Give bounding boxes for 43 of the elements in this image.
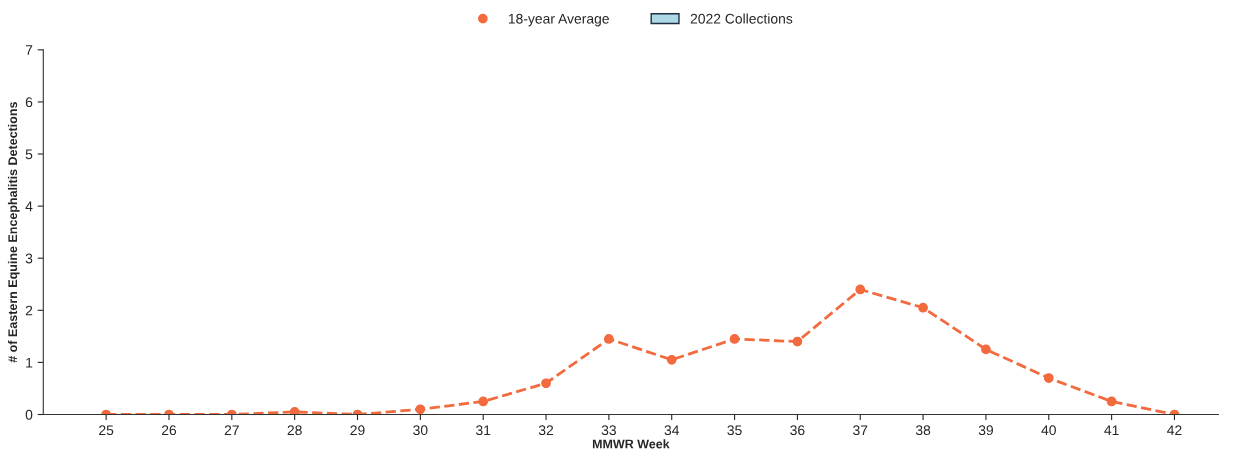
point	[666, 354, 677, 365]
point	[289, 407, 300, 415]
x-tick-label: 40	[1041, 425, 1056, 436]
y-tick-label: 2	[25, 305, 33, 316]
x-tick-label: 28	[287, 425, 302, 436]
y-tick-label: 6	[25, 97, 33, 108]
x-tick-label: 41	[1104, 425, 1119, 435]
point	[918, 302, 928, 313]
x-tick-label: 32	[538, 425, 554, 436]
point	[415, 404, 426, 415]
point	[541, 378, 551, 389]
x-tick-label: 38	[915, 425, 931, 436]
x-tick-label: 34	[664, 425, 680, 436]
legend-label: 18-year Average	[508, 13, 609, 27]
x-tick-label: 39	[978, 425, 993, 436]
x-tick-label: 35	[727, 425, 742, 436]
point	[478, 396, 489, 407]
x-tick-label: 42	[1167, 425, 1182, 435]
x-tick-label: 25	[99, 425, 114, 436]
point	[729, 334, 740, 344]
x-tick-label: 29	[350, 425, 365, 436]
x-tick-label: 31	[476, 425, 491, 436]
y-tick-label: 1	[26, 357, 33, 368]
y-tick-label: 7	[25, 45, 33, 55]
x-tick-label: 26	[161, 425, 177, 436]
y-tick-label: 0	[25, 409, 33, 420]
x-tick-label: 27	[224, 425, 239, 435]
point	[1106, 396, 1117, 407]
y-axis-title: # of Eastern Equine Encephalitis Detections	[7, 102, 20, 363]
y-tick-label: 5	[25, 149, 33, 160]
x-tick-label: 37	[853, 425, 868, 436]
point	[981, 344, 991, 355]
legend-label: 2022 Collections	[690, 13, 793, 24]
point	[792, 336, 803, 347]
point	[604, 334, 614, 344]
y-tick-label: 3	[25, 253, 33, 264]
x-axis-title: MMWR Week	[592, 439, 670, 449]
x-tick-label: 33	[601, 425, 616, 436]
point	[1043, 373, 1054, 383]
x-tick-label: 36	[790, 425, 805, 436]
x-tick-label: 30	[413, 425, 428, 436]
point	[855, 284, 866, 295]
y-tick-label: 4	[25, 201, 33, 212]
